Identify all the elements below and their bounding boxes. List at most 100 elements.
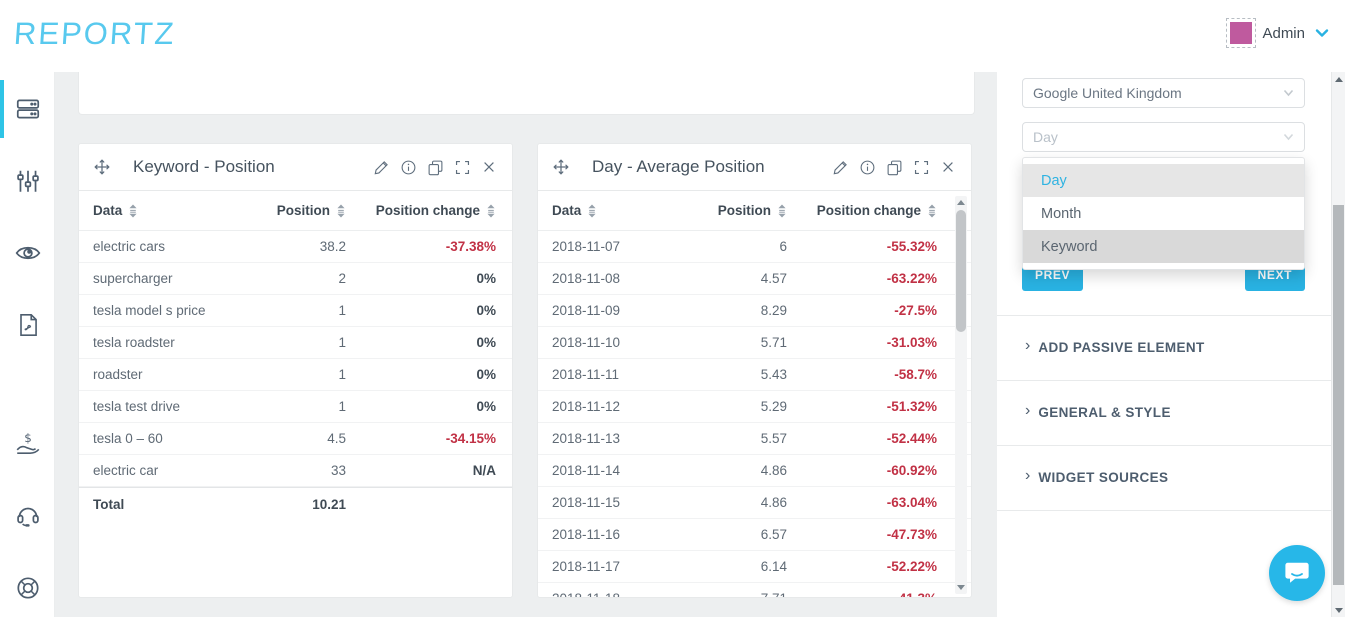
- help-icon[interactable]: [14, 574, 42, 602]
- avatar: [1226, 18, 1257, 48]
- user-menu[interactable]: Admin: [1226, 18, 1329, 48]
- close-icon[interactable]: [480, 158, 498, 176]
- column-header-position-change[interactable]: Position change: [787, 203, 937, 218]
- visibility-icon[interactable]: [14, 239, 42, 267]
- source-select[interactable]: Google United Kingdom: [1022, 78, 1305, 108]
- row-change: -51.32%: [886, 399, 937, 414]
- row-position: 7.71: [672, 591, 787, 597]
- scrollbar-thumb[interactable]: [956, 210, 966, 332]
- fullscreen-icon[interactable]: [912, 158, 930, 176]
- column-header-data[interactable]: Data: [552, 203, 672, 218]
- row-data: 2018-11-16: [552, 527, 621, 542]
- move-icon[interactable]: [552, 158, 570, 176]
- partial-widget-above: [78, 72, 975, 115]
- scroll-down-icon[interactable]: [957, 585, 965, 590]
- table-row: 2018-11-13 5.57 -52.44%: [538, 423, 971, 455]
- table-row: 2018-11-14 4.86 -60.92%: [538, 455, 971, 487]
- section-add-passive-element[interactable]: › ADD PASSIVE ELEMENT: [1025, 337, 1205, 355]
- row-change: N/A: [472, 463, 496, 478]
- app-logo[interactable]: REPORTZ: [12, 16, 177, 51]
- row-position: 33: [330, 463, 346, 478]
- section-general-style[interactable]: › GENERAL & STYLE: [1025, 402, 1171, 420]
- row-change: -41.3%: [787, 591, 937, 597]
- row-change: -37.38%: [445, 239, 496, 254]
- fullscreen-icon[interactable]: [453, 158, 471, 176]
- chat-button[interactable]: [1269, 545, 1325, 601]
- filters-icon[interactable]: [14, 167, 42, 195]
- billing-icon[interactable]: $: [14, 430, 42, 458]
- group-select[interactable]: Day: [1022, 122, 1305, 152]
- scroll-up-icon[interactable]: [1335, 77, 1343, 82]
- source-select-value: Google United Kingdom: [1033, 85, 1182, 101]
- dropdown-option-keyword[interactable]: Keyword: [1023, 230, 1304, 263]
- widget-title: Keyword - Position: [133, 157, 275, 176]
- dropdown-option-day[interactable]: Day: [1023, 164, 1304, 197]
- row-data: 2018-11-18: [552, 591, 672, 597]
- table-row: 2018-11-10 5.71 -31.03%: [538, 327, 971, 359]
- chat-bubble-icon: [1285, 562, 1309, 583]
- row-change: -27.5%: [894, 303, 937, 318]
- table-row: tesla test drive 1 0%: [79, 391, 512, 423]
- row-change: 0%: [476, 367, 496, 382]
- sidebar: $: [0, 72, 55, 617]
- close-icon[interactable]: [939, 158, 957, 176]
- scroll-up-icon[interactable]: [957, 200, 965, 205]
- divider: [997, 380, 1345, 381]
- scroll-down-icon[interactable]: [1335, 608, 1343, 613]
- table-row: electric cars 38.2 -37.38%: [79, 231, 512, 263]
- group-select-dropdown: Day Month Keyword: [1022, 157, 1305, 270]
- section-widget-sources[interactable]: › WIDGET SOURCES: [1025, 467, 1169, 485]
- table-body: 2018-11-07 6 -55.32% 2018-11-08 4.57 -63.22% 2…: [538, 231, 971, 597]
- widget-title: Day - Average Position: [592, 157, 765, 176]
- edit-icon[interactable]: [372, 158, 390, 176]
- pdf-export-icon[interactable]: [14, 311, 42, 339]
- move-icon[interactable]: [93, 158, 111, 176]
- divider: [997, 445, 1345, 446]
- copy-icon[interactable]: [426, 158, 444, 176]
- divider: [997, 315, 1345, 316]
- column-header-position[interactable]: Position: [231, 203, 346, 218]
- row-data: tesla roadster: [93, 335, 175, 350]
- table-row: 2018-11-15 4.86 -63.04%: [538, 487, 971, 519]
- row-change: -52.44%: [886, 431, 937, 446]
- chevron-down-icon: [1283, 89, 1294, 97]
- row-change: -47.73%: [886, 527, 937, 542]
- widget-scrollbar[interactable]: [955, 196, 967, 594]
- row-position: 6.14: [760, 559, 787, 574]
- table-header-row: Data Position Position change: [79, 191, 512, 231]
- info-icon[interactable]: [858, 158, 876, 176]
- column-header-position[interactable]: Position: [672, 203, 787, 218]
- prev-button[interactable]: PREV: [1022, 258, 1084, 291]
- user-name: Admin: [1262, 24, 1305, 42]
- row-position: 4.86: [760, 495, 787, 510]
- row-data: 2018-11-14: [552, 463, 621, 478]
- sort-icon: [588, 204, 596, 217]
- row-data: electric cars: [93, 239, 166, 254]
- row-position: 8.29: [760, 303, 787, 318]
- dropdown-option-month[interactable]: Month: [1041, 205, 1082, 222]
- row-change: -52.22%: [886, 559, 937, 574]
- support-icon[interactable]: [14, 502, 42, 530]
- table-row: 2018-11-187.71-41.3%: [538, 583, 971, 597]
- row-change: -55.32%: [886, 239, 937, 254]
- table-row: tesla roadster 1 0%: [79, 327, 512, 359]
- column-header-data[interactable]: Data: [93, 203, 231, 218]
- row-data: electric car: [93, 463, 159, 478]
- column-header-position-change[interactable]: Position change: [346, 203, 496, 218]
- row-data: roadster: [93, 367, 143, 382]
- copy-icon[interactable]: [885, 158, 903, 176]
- row-position: 6: [779, 239, 787, 254]
- row-data: 2018-11-09: [552, 303, 621, 318]
- table-row: 2018-11-09 8.29 -27.5%: [538, 295, 971, 327]
- row-position: 5.43: [760, 367, 787, 382]
- active-item-indicator: [0, 80, 4, 138]
- table-row: 2018-11-08 4.57 -63.22%: [538, 263, 971, 295]
- scrollbar-thumb[interactable]: [1333, 205, 1344, 585]
- chevron-down-icon: [1315, 28, 1329, 38]
- widgets-icon[interactable]: [14, 95, 42, 123]
- total-row: Total 10.21: [79, 487, 512, 521]
- edit-icon[interactable]: [831, 158, 849, 176]
- page-scrollbar[interactable]: [1331, 72, 1345, 617]
- widget-header: Day - Average Position: [538, 144, 971, 191]
- info-icon[interactable]: [399, 158, 417, 176]
